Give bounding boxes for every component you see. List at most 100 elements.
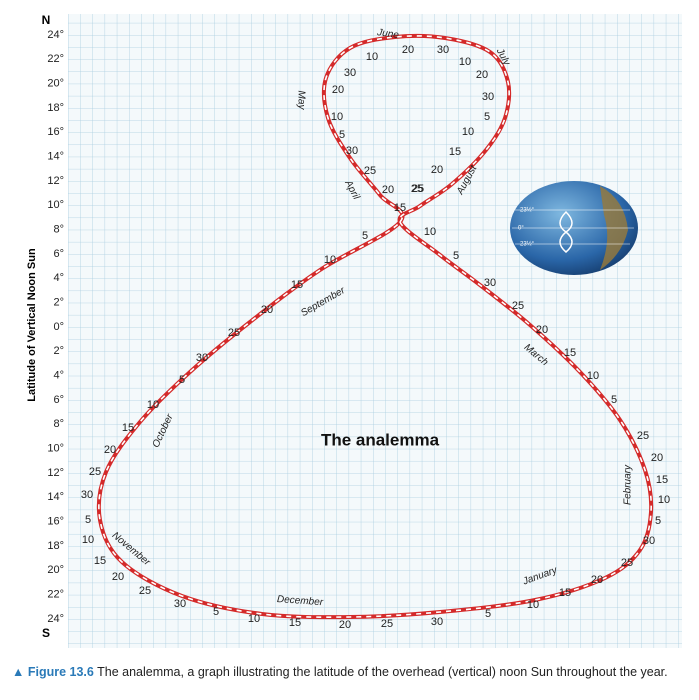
month-label: May — [295, 91, 306, 111]
day-label: 10 — [462, 126, 474, 138]
figure-number: Figure 13.6 — [27, 665, 94, 679]
day-label: 30 — [81, 489, 93, 501]
day-label: 15 — [656, 474, 668, 486]
latitude-label: 8° — [53, 418, 64, 430]
caption-text: The analemma, a graph illustrating the l… — [97, 665, 668, 679]
day-label: 30 — [174, 598, 186, 610]
day-label: 15 — [564, 347, 576, 359]
latitude-label: 14° — [47, 151, 64, 163]
day-label: 20 — [261, 304, 273, 316]
day-label: 25 — [512, 300, 524, 312]
day-label: 5 — [484, 111, 490, 123]
day-label: 15 — [122, 422, 134, 434]
day-label: 10 — [331, 111, 343, 123]
latitude-label: 2° — [53, 345, 64, 357]
day-label: 25 — [89, 466, 101, 478]
day-label: 30 — [482, 91, 494, 103]
caption: ▲ Figure 13.6 The analemma, a graph illu… — [12, 665, 668, 679]
day-label: 5 — [453, 250, 459, 262]
latitude-label: 10° — [47, 199, 64, 211]
day-label: 10 — [658, 494, 670, 506]
day-label: 25 — [637, 430, 649, 442]
day-label: 30 — [196, 352, 208, 364]
latitude-label: 24° — [47, 29, 64, 41]
latitude-label: 24° — [47, 613, 64, 625]
axis-title: Latitude of Vertical Noon Sun — [26, 248, 38, 402]
diagram-title: The analemma — [321, 430, 440, 449]
day-label: 20 — [591, 574, 603, 586]
day-label: 10 — [424, 226, 436, 238]
latitude-label: 2° — [53, 297, 64, 309]
latitude-label: 20° — [47, 78, 64, 90]
day-label: 10 — [587, 370, 599, 382]
day-label: 25 — [381, 618, 393, 630]
day-label: 15 — [394, 202, 406, 214]
month-label: June — [375, 27, 399, 41]
latitude-label: 22° — [47, 588, 64, 600]
month-label: February — [623, 464, 634, 505]
day-label: 20 — [332, 84, 344, 96]
day-label: 20 — [402, 44, 414, 56]
latitude-label: 18° — [47, 102, 64, 114]
day-label: 20 — [651, 452, 663, 464]
globe-label: 0° — [518, 226, 524, 232]
day-label: 30 — [431, 616, 443, 628]
day-label: 25 — [412, 183, 424, 195]
day-label: 25 — [139, 585, 151, 597]
latitude-label: 12° — [47, 175, 64, 187]
latitude-label: 18° — [47, 540, 64, 552]
latitude-label: 6° — [53, 248, 64, 260]
day-label: 10 — [459, 56, 471, 68]
day-label: 15 — [94, 555, 106, 567]
day-label: 25 — [411, 183, 423, 195]
day-label: 20 — [112, 571, 124, 583]
latitude-label: 10° — [47, 443, 64, 455]
day-label: 5 — [655, 515, 661, 527]
day-label: 5 — [339, 129, 345, 141]
figure: The analemma N S Latitude of Vertical No… — [26, 13, 682, 648]
latitude-label: 4° — [53, 272, 64, 284]
day-label: 30 — [484, 277, 496, 289]
day-label: 5 — [611, 394, 617, 406]
day-label: 10 — [248, 613, 260, 625]
day-label: 10 — [82, 534, 94, 546]
latitude-label: 14° — [47, 491, 64, 503]
day-label: 15 — [449, 146, 461, 158]
day-label: 20 — [104, 444, 116, 456]
day-label: 10 — [527, 599, 539, 611]
latitude-label: 12° — [47, 467, 64, 479]
day-label: 30 — [437, 44, 449, 56]
day-label: 20 — [536, 324, 548, 336]
day-label: 5 — [85, 514, 91, 526]
latitude-label: 22° — [47, 53, 64, 65]
day-label: 30 — [643, 535, 655, 547]
latitude-label: 6° — [53, 394, 64, 406]
day-label: 20 — [382, 184, 394, 196]
south-label: S — [42, 626, 50, 640]
day-label: 20 — [339, 619, 351, 631]
day-label: 25 — [228, 327, 240, 339]
day-label: 5 — [485, 608, 491, 620]
latitude-label: 16° — [47, 516, 64, 528]
month-label: December — [277, 594, 324, 608]
day-label: 30 — [346, 145, 358, 157]
day-label: 30 — [344, 67, 356, 79]
day-label: 15 — [559, 587, 571, 599]
day-label: 10 — [147, 399, 159, 411]
latitude-label: 20° — [47, 564, 64, 576]
latitude-label: 4° — [53, 370, 64, 382]
day-label: 25 — [621, 557, 633, 569]
day-label: 10 — [324, 254, 336, 266]
day-label: 5 — [179, 374, 185, 386]
day-label: 20 — [476, 69, 488, 81]
latitude-label: 16° — [47, 126, 64, 138]
day-label: 10 — [366, 51, 378, 63]
north-label: N — [42, 13, 51, 27]
globe-label: 23½° — [520, 241, 535, 248]
analemma-dash — [98, 35, 652, 618]
globe-label: 23½° — [520, 207, 535, 214]
day-label: 15 — [289, 617, 301, 629]
globe — [510, 181, 638, 275]
day-label: 5 — [362, 230, 368, 242]
